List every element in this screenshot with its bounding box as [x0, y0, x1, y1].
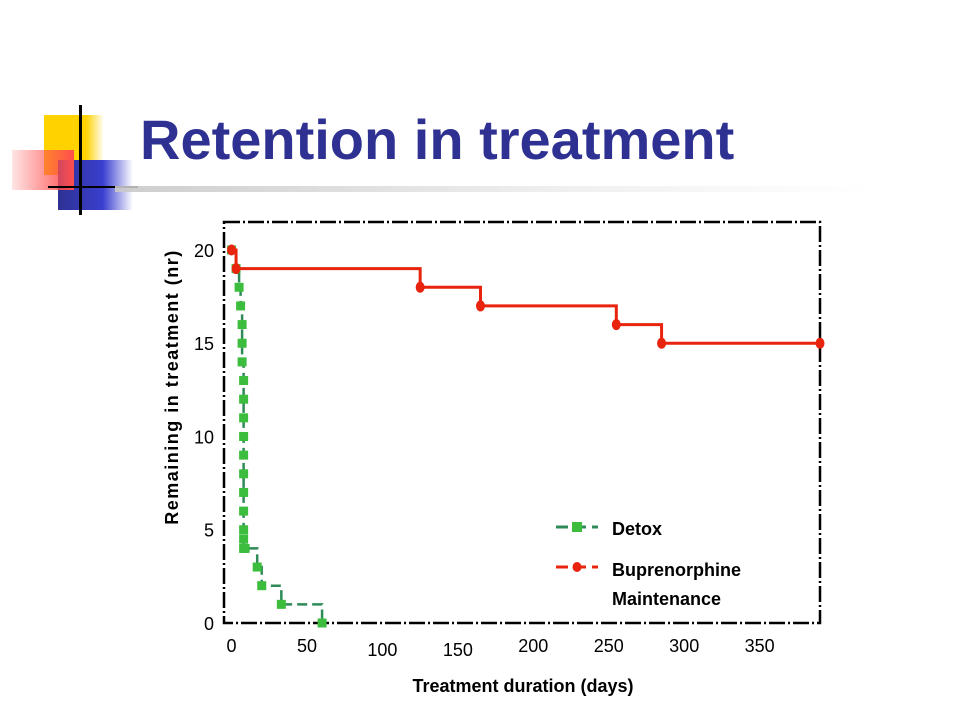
plot-frame [222, 220, 822, 625]
detox-point [234, 282, 244, 292]
x-tick-label: 250 [594, 636, 624, 656]
legend-label-buprenorphine: Buprenorphine Maintenance [612, 560, 741, 609]
detox-point [239, 525, 249, 535]
detox-point [276, 599, 286, 609]
legend-swatch-detox [556, 522, 598, 532]
x-axis-title: Treatment duration (days) [412, 676, 633, 696]
buprenorphine-point [611, 319, 621, 331]
y-tick-label: 10 [194, 427, 214, 447]
detox-point [239, 394, 249, 404]
y-tick-label: 0 [204, 614, 214, 634]
buprenorphine-point [231, 263, 241, 275]
detox-point [239, 450, 249, 460]
legend: Detox Buprenorphine Maintenance [556, 519, 741, 609]
x-tick-label: 300 [669, 636, 699, 656]
corner-ornament [0, 100, 140, 220]
legend-swatch-buprenorphine [556, 562, 598, 572]
detox-point [317, 618, 327, 628]
slide-title: Retention in treatment [140, 108, 735, 171]
detox-point [239, 534, 249, 544]
detox-point [237, 320, 247, 330]
buprenorphine-point [476, 300, 486, 312]
x-tick-label: 150 [443, 640, 473, 660]
title-underline [115, 186, 875, 192]
x-tick-label: 0 [227, 636, 237, 656]
buprenorphine-point [415, 281, 425, 293]
ornament-horizontal-line [48, 186, 138, 188]
x-tick-label: 350 [745, 636, 775, 656]
x-tick-label: 50 [297, 636, 317, 656]
detox-point [236, 301, 246, 311]
x-axis-ticks: 0 50 100 150 200 250 300 350 [227, 636, 775, 660]
buprenorphine-point [815, 337, 825, 349]
detox-point [239, 431, 249, 441]
y-axis-title: Remaining in treatment (nr) [162, 249, 182, 525]
detox-point [239, 506, 249, 516]
detox-point [240, 543, 250, 553]
ornament-red-square [12, 150, 74, 190]
y-tick-label: 5 [204, 521, 214, 541]
ornament-vertical-line [79, 105, 82, 215]
detox-point [237, 357, 247, 367]
x-tick-label: 100 [367, 640, 397, 660]
series-layer [227, 244, 825, 628]
y-tick-label: 20 [194, 241, 214, 261]
legend-label-detox: Detox [612, 519, 662, 539]
y-axis-ticks: 0 5 10 15 20 [194, 241, 214, 634]
buprenorphine-point [227, 244, 237, 256]
detox-point [239, 413, 249, 423]
detox-point [239, 487, 249, 497]
x-tick-label: 200 [518, 636, 548, 656]
detox-point [237, 338, 247, 348]
buprenorphine-series-line [231, 248, 820, 345]
detox-point [252, 562, 262, 572]
detox-point [239, 376, 249, 386]
buprenorphine-point [657, 337, 667, 349]
detox-point [257, 581, 267, 591]
detox-point [239, 469, 249, 479]
y-tick-label: 15 [194, 334, 214, 354]
